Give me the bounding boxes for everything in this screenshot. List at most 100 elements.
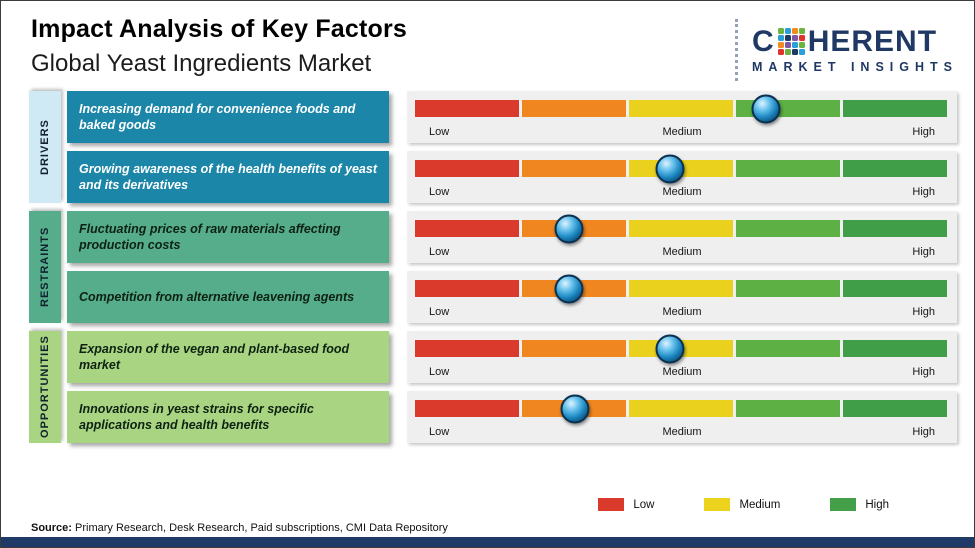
scale-medium-label: Medium [662,426,702,438]
logo-dotted-divider [735,19,739,81]
segment-mid-high [736,400,840,417]
title-block: Impact Analysis of Key Factors Global Ye… [31,15,407,78]
scale-high-label: High [912,186,935,198]
logo-tagline: MARKET INSIGHTS [752,59,958,74]
segment-low-mid [522,160,626,177]
factor-label: Expansion of the vegan and plant-based f… [67,331,389,383]
scale-medium-label: Medium [662,246,702,258]
segment-low [415,280,519,297]
legend-item-high: High [830,498,889,511]
scale-labels: Low Medium High [407,126,957,139]
scale-high-label: High [912,306,935,318]
segment-high [843,100,947,117]
logo-text-block: C HERENT MARKET INSIGHTS [752,24,958,74]
segment-high [843,340,947,357]
footer-accent-bar [1,537,974,547]
scale-high-label: High [912,246,935,258]
impact-matrix: DRIVERS RESTRAINTS OPPORTUNITIES Increas… [29,91,957,443]
segment-mid-high [736,340,840,357]
segment-low [415,100,519,117]
legend-label-medium: Medium [739,498,781,511]
legend-swatch-high [830,498,857,511]
segment-high [843,280,947,297]
legend: Low Medium High [598,498,889,511]
group-strip-restraints: RESTRAINTS [29,211,61,323]
segment-mid-high [736,220,840,237]
scale-low-label: Low [429,126,450,138]
impact-bar [415,214,947,243]
group-strip-drivers: DRIVERS [29,91,61,203]
impact-scale: Low Medium High [407,271,957,323]
legend-label-low: Low [633,498,655,511]
legend-label-high: High [865,498,889,511]
factor-label: Innovations in yeast strains for specifi… [67,391,389,443]
impact-bar [415,94,947,123]
segment-high [843,400,947,417]
page-title: Impact Analysis of Key Factors [31,15,408,43]
impact-scale: Low Medium High [407,151,957,203]
legend-swatch-medium [704,498,731,511]
scale-low-label: Low [429,246,450,258]
segment-high [843,220,947,237]
scale-medium-label: Medium [662,126,702,138]
segment-medium [629,280,733,297]
impact-bar [415,154,947,183]
logo-letter-c: C [752,24,775,58]
scale-medium-label: Medium [662,186,702,198]
impact-marker [554,214,584,243]
impact-marker [554,274,584,303]
scale-labels: Low Medium High [407,306,957,319]
segment-low [415,220,519,237]
segment-low [415,340,519,357]
segment-low-mid [522,100,626,117]
scale-labels: Low Medium High [407,246,957,259]
scale-high-label: High [912,126,935,138]
impact-bar [415,274,947,303]
impact-scale: Low Medium High [407,211,957,263]
factor-label: Growing awareness of the health benefits… [67,151,389,203]
segment-low [415,400,519,417]
segment-low-mid [522,340,626,357]
source-note: Source: Primary Research, Desk Research,… [31,522,448,534]
segment-low [415,160,519,177]
impact-bar [415,334,947,363]
impact-bar [415,394,947,423]
segment-medium [629,220,733,237]
source-text: Primary Research, Desk Research, Paid su… [71,522,448,534]
impact-scale: Low Medium High [407,91,957,143]
scale-high-label: High [912,426,935,438]
impact-marker [655,154,685,183]
impact-scale: Low Medium High [407,331,957,383]
scale-low-label: Low [429,306,450,318]
impact-marker [751,94,781,123]
segment-high [843,160,947,177]
scale-low-label: Low [429,366,450,378]
scale-low-label: Low [429,426,450,438]
scale-labels: Low Medium High [407,186,957,199]
header: Impact Analysis of Key Factors Global Ye… [1,1,974,81]
legend-item-low: Low [598,498,654,511]
scale-high-label: High [912,366,935,378]
factor-label: Competition from alternative leavening a… [67,271,389,323]
segment-medium [629,400,733,417]
segment-mid-high [736,160,840,177]
legend-swatch-low [598,498,625,511]
factor-label: Fluctuating prices of raw materials affe… [67,211,389,263]
impact-marker [655,334,685,363]
group-strip-opportunities: OPPORTUNITIES [29,331,61,443]
scale-labels: Low Medium High [407,366,957,379]
impact-marker [560,394,590,423]
segment-mid-high [736,280,840,297]
scale-medium-label: Medium [662,366,702,378]
impact-scale: Low Medium High [407,391,957,443]
source-prefix: Source: [31,522,72,534]
legend-item-medium: Medium [704,498,780,511]
scale-low-label: Low [429,186,450,198]
logo-wordmark: C HERENT [752,24,958,58]
scale-labels: Low Medium High [407,426,957,439]
logo-dot-grid-icon [777,28,805,55]
coherent-logo: C HERENT MARKET INSIGHTS [735,19,958,81]
logo-letters-herent: HERENT [807,24,938,58]
scale-medium-label: Medium [662,306,702,318]
